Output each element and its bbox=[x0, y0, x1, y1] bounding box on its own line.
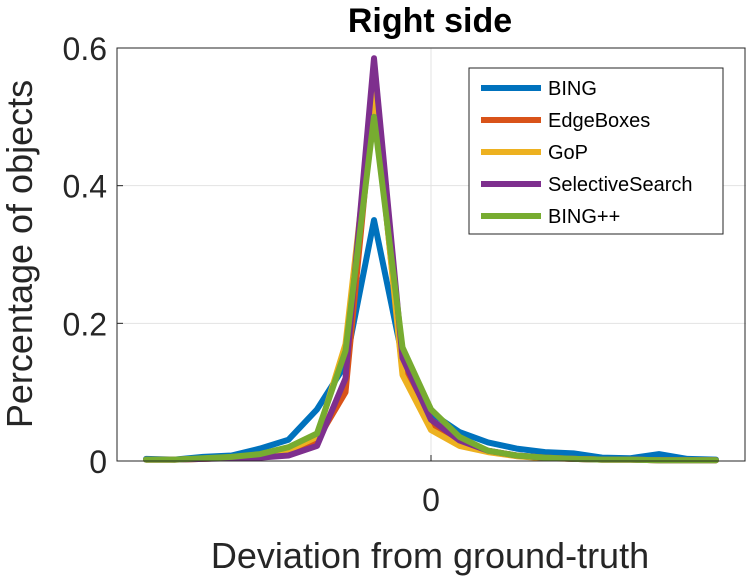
y-axis-label: Percentage of objects bbox=[0, 80, 40, 428]
legend-label-bing: BING bbox=[548, 78, 597, 100]
series-line-bing- bbox=[143, 113, 719, 464]
legend-label-bing-: BING++ bbox=[548, 206, 620, 228]
series-lines bbox=[143, 55, 719, 464]
legend: BING EdgeBoxes GoP SelectiveSearch BING++ bbox=[468, 67, 724, 235]
legend-label-gop: GoP bbox=[548, 142, 588, 164]
y-tick-label: 0 bbox=[89, 444, 107, 480]
x-axis-label: Deviation from ground-truth bbox=[211, 535, 649, 576]
axis-ticks: 0 0.2 0.4 0.6 0 bbox=[63, 31, 440, 518]
legend-label-selectivesearch: SelectiveSearch bbox=[548, 174, 693, 196]
legend-label-edgeboxes: EdgeBoxes bbox=[548, 110, 650, 132]
y-tick-label: 0.6 bbox=[63, 31, 107, 67]
y-tick-label: 0.4 bbox=[63, 169, 107, 205]
y-tick-label: 0.2 bbox=[63, 306, 107, 342]
x-tick-label: 0 bbox=[422, 482, 440, 518]
chart-title: Right side bbox=[348, 2, 512, 40]
